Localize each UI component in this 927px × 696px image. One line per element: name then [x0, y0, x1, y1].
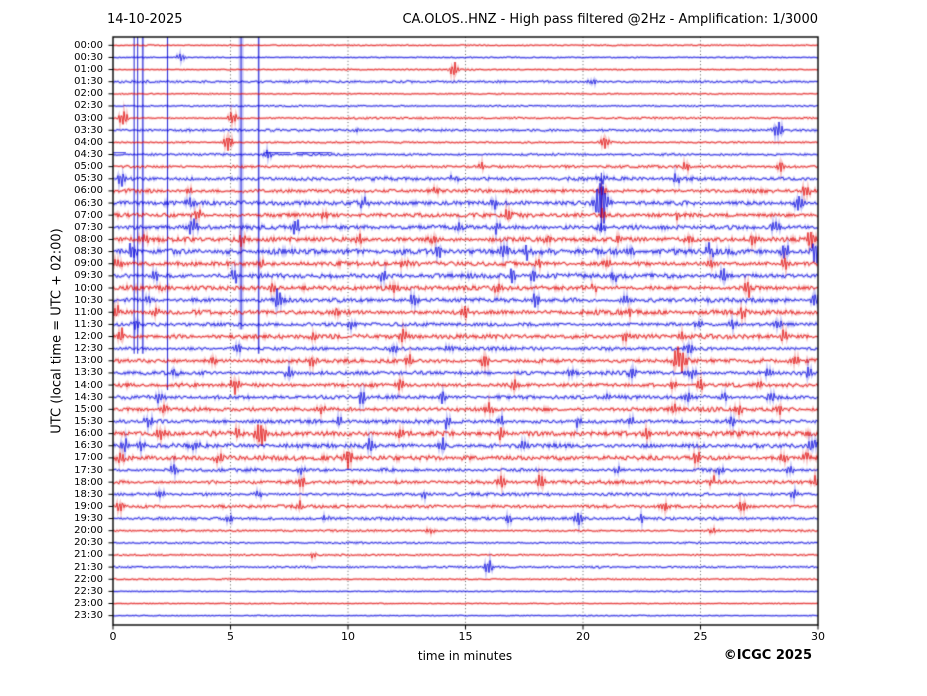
x-tick-label: 15: [458, 630, 473, 643]
row-time-label: 09:00: [74, 258, 103, 270]
row-time-label: 20:00: [74, 525, 103, 537]
row-time-label: 06:30: [74, 197, 103, 209]
row-time-label: 01:00: [74, 64, 103, 76]
row-time-label: 18:00: [74, 476, 103, 488]
row-time-label: 08:30: [74, 246, 103, 258]
row-time-label: 22:30: [74, 585, 103, 597]
row-time-label: 02:30: [74, 100, 103, 112]
row-time-label: 07:00: [74, 209, 103, 221]
row-time-label: 12:30: [74, 343, 103, 355]
row-time-label: 21:00: [74, 549, 103, 561]
row-time-label: 15:30: [74, 415, 103, 427]
row-time-label: 04:30: [74, 149, 103, 160]
row-time-label: 00:30: [74, 51, 103, 63]
row-time-label: 05:30: [74, 173, 103, 185]
x-tick-label: 20: [576, 630, 590, 643]
row-time-label: 05:00: [74, 161, 103, 173]
row-time-label: 14:00: [74, 379, 103, 391]
row-time-label: 22:00: [74, 573, 103, 585]
row-time-label: 16:00: [74, 428, 103, 440]
x-axis-label: time in minutes: [417, 649, 513, 663]
row-time-label: 01:30: [74, 76, 103, 88]
row-time-label: 09:30: [74, 270, 103, 282]
row-time-label: 10:30: [74, 294, 103, 306]
copyright-text: ©ICGC 2025: [723, 648, 812, 663]
row-time-label: 13:30: [74, 367, 103, 379]
row-time-label: 00:00: [74, 39, 103, 51]
row-time-label: 11:00: [74, 306, 103, 318]
row-time-label: 07:30: [74, 221, 103, 233]
plot-title: CA.OLOS..HNZ - High pass filtered @2Hz -…: [402, 12, 818, 27]
row-time-label: 23:30: [74, 610, 103, 622]
row-time-label: 20:30: [74, 537, 103, 549]
row-time-label: 12:00: [74, 331, 103, 343]
row-time-label: 10:00: [74, 282, 103, 294]
row-time-label: 18:30: [74, 488, 103, 500]
x-tick-label: 5: [227, 630, 234, 643]
row-time-label: 13:00: [74, 355, 103, 367]
row-time-label: 23:00: [74, 598, 103, 609]
row-time-label: 17:30: [74, 464, 103, 476]
row-time-label: 03:30: [74, 124, 103, 136]
row-time-label: 11:30: [74, 318, 103, 330]
row-time-label: 19:00: [74, 500, 103, 512]
row-time-label: 03:00: [74, 112, 103, 124]
row-time-label: 21:30: [74, 561, 103, 573]
row-time-label: 19:30: [74, 513, 103, 525]
x-tick-label: 0: [109, 630, 117, 643]
row-time-label: 15:00: [74, 403, 103, 415]
x-tick-label: 30: [811, 630, 825, 643]
row-time-label: 14:30: [74, 391, 103, 403]
row-time-label: 04:00: [74, 136, 103, 148]
plot-date: 14-10-2025: [107, 12, 183, 27]
row-time-label: 17:00: [74, 452, 103, 464]
row-time-label: 06:00: [74, 185, 103, 197]
x-tick-label: 10: [341, 630, 355, 643]
x-tick-label: 25: [693, 630, 708, 643]
row-time-label: 08:00: [74, 233, 103, 245]
row-time-label: 02:00: [74, 88, 103, 100]
row-time-label: 16:30: [74, 440, 103, 452]
